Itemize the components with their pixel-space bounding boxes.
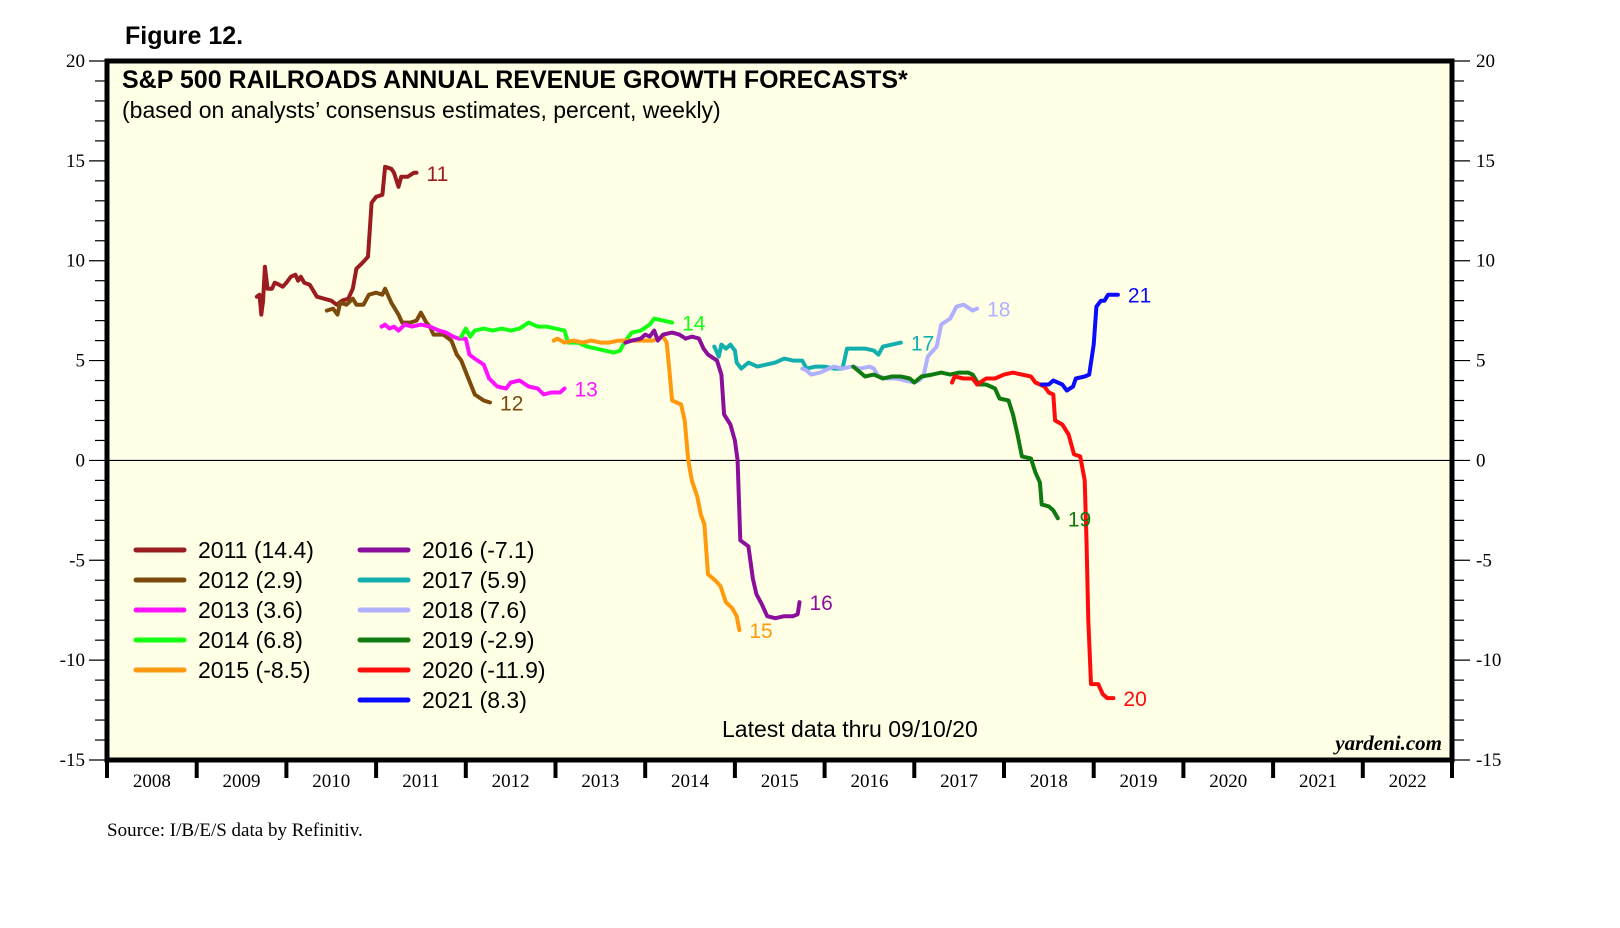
legend-label-2017: 2017 (5.9) [422, 567, 527, 593]
y-tick-label: 5 [76, 351, 86, 372]
x-axis: 2008 2009 2010 2011 2012 2013 2014 2015 2016 2017… [105, 760, 1454, 792]
end-labels: 11 12 13 14 15 16 17 18 19 20 21 [426, 163, 1151, 711]
x-tick-label: 2015 [761, 771, 799, 792]
series-end-label-2012: 12 [500, 393, 523, 416]
chart-subtitle: (based on analysts’ consensus estimates,… [122, 97, 721, 123]
y-tick-label: 0 [1476, 450, 1486, 471]
y-tick-label: -15 [1476, 750, 1501, 771]
legend-label-2013: 2013 (3.6) [198, 597, 303, 623]
y-tick-label: -10 [1476, 650, 1501, 671]
series-end-label-2013: 13 [574, 379, 597, 402]
x-tick-label: 2013 [581, 771, 619, 792]
series-line-2020 [950, 370, 1116, 701]
chart-title: S&P 500 RAILROADS ANNUAL REVENUE GROWTH … [122, 66, 908, 94]
figure-label: Figure 12. [125, 22, 243, 50]
series-line-2011 [254, 164, 419, 317]
series-line-2017 [712, 340, 903, 371]
series-end-label-2014: 14 [682, 313, 706, 336]
plot-frame [104, 58, 1455, 763]
x-tick-label: 2011 [402, 771, 439, 792]
x-tick-label: 2008 [133, 771, 171, 792]
series-end-label-2016: 16 [809, 592, 832, 615]
y-tick-label: 15 [1476, 151, 1495, 172]
series-layer [254, 164, 1120, 701]
y-tick-label: -5 [1476, 550, 1492, 571]
legend-label-2021: 2021 (8.3) [422, 687, 527, 713]
x-tick-label: 2017 [940, 771, 978, 792]
legend-label-2016: 2016 (-7.1) [422, 537, 535, 563]
source-note: Source: I/B/E/S data by Refinitiv. [107, 820, 363, 841]
y-tick-label: -5 [69, 550, 85, 571]
legend-label-2019: 2019 (-2.9) [422, 627, 535, 653]
latest-data-note: Latest data thru 09/10/20 [722, 716, 978, 742]
legend: 2011 (14.4) 2012 (2.9) 2013 (3.6) 2014 (6.8… [133, 537, 546, 713]
series-line-2019 [851, 364, 1060, 521]
x-tick-label: 2021 [1299, 771, 1337, 792]
y-axis-right: -15 -10 -5 0 5 10 15 20 [1452, 51, 1501, 771]
series-line-2014 [459, 316, 675, 355]
x-tick-label: 2012 [492, 771, 530, 792]
plot-background [107, 61, 1452, 760]
series-end-label-2015: 15 [749, 620, 772, 643]
legend-label-2020: 2020 (-11.9) [422, 657, 546, 683]
series-end-label-2017: 17 [911, 333, 934, 356]
x-tick-label: 2010 [312, 771, 350, 792]
legend-label-2018: 2018 (7.6) [422, 597, 527, 623]
legend-label-2015: 2015 (-8.5) [198, 657, 311, 683]
series-line-2016 [623, 328, 802, 621]
legend-label-2014: 2014 (6.8) [198, 627, 303, 653]
legend-label-2011: 2011 (14.4) [198, 537, 314, 563]
series-line-2015 [551, 334, 742, 633]
y-tick-label: 20 [1476, 51, 1495, 72]
series-line-2021 [1039, 292, 1120, 393]
y-tick-label: 5 [1476, 351, 1486, 372]
series-end-label-2018: 18 [987, 299, 1010, 322]
x-tick-label: 2018 [1030, 771, 1068, 792]
series-end-label-2021: 21 [1128, 285, 1151, 308]
series-end-label-2011: 11 [426, 163, 448, 186]
series-line-2012 [324, 286, 492, 405]
brand-watermark: yardeni.com [1332, 731, 1442, 755]
x-tick-label: 2020 [1209, 771, 1247, 792]
y-tick-label: 0 [76, 450, 86, 471]
x-tick-label: 2019 [1120, 771, 1158, 792]
y-tick-label: 20 [66, 51, 85, 72]
series-end-label-2019: 19 [1068, 508, 1091, 531]
y-tick-label: 10 [66, 251, 85, 272]
y-tick-label: -10 [60, 650, 85, 671]
x-tick-label: 2014 [671, 771, 710, 792]
y-axis-left: -15 -10 -5 0 5 10 15 20 [60, 51, 107, 771]
y-tick-label: 15 [66, 151, 85, 172]
y-tick-label: -15 [60, 750, 85, 771]
legend-label-2012: 2012 (2.9) [198, 567, 303, 593]
y-tick-label: 10 [1476, 251, 1495, 272]
x-tick-label: 2009 [223, 771, 261, 792]
series-end-label-2020: 20 [1123, 688, 1146, 711]
x-tick-label: 2022 [1389, 771, 1427, 792]
x-tick-label: 2016 [850, 771, 888, 792]
series-line-2013 [379, 322, 567, 397]
